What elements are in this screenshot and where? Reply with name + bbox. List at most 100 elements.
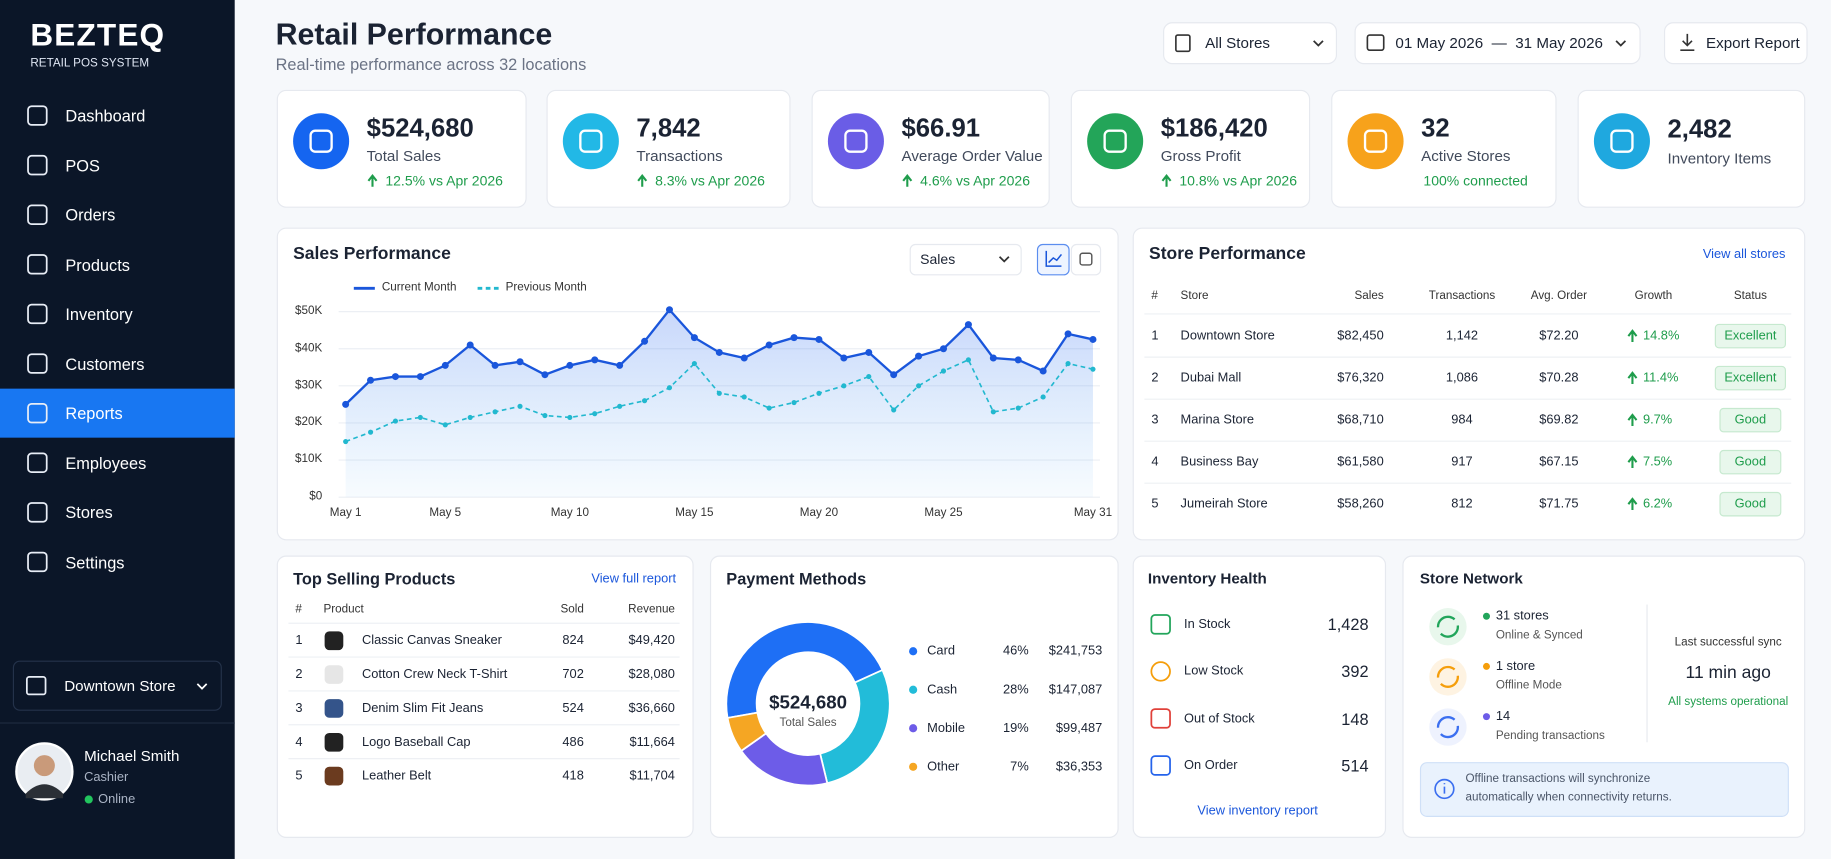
x-tick-label: May 25 [924, 506, 963, 520]
divider [0, 722, 235, 724]
nav-item[interactable]: Products [65, 255, 130, 274]
cell: 2 [295, 667, 303, 682]
kpi-value: 7,842 [636, 113, 701, 143]
cell: $68,710 [1337, 413, 1384, 428]
cell: 2 [1151, 371, 1159, 386]
inventory-value: 148 [1341, 709, 1369, 728]
nav-item[interactable]: Inventory [65, 304, 133, 324]
cell: $76,320 [1337, 371, 1384, 386]
y-tick-label: $30K [295, 378, 323, 392]
product-name: Denim Slim Fit Jeans [361, 701, 484, 716]
percent: 46% [1003, 644, 1029, 659]
nav-item[interactable]: Reports [65, 403, 123, 423]
x-tick-label: May 31 [1073, 506, 1113, 520]
panel-title: Top Selling Products [293, 569, 456, 589]
inventory-value: 392 [1341, 662, 1369, 681]
cell: $11,664 [629, 735, 675, 750]
column-header: Avg. Order [1530, 289, 1588, 303]
network-count: 14 [1495, 709, 1511, 724]
network-detail: Offline Mode [1495, 679, 1562, 693]
cell: 524 [562, 701, 584, 716]
kpi-note: 100% connected [1423, 172, 1528, 190]
panel-title: Sales Performance [293, 243, 451, 264]
user-status: Online [98, 792, 136, 807]
legend-label: Cash [927, 682, 958, 697]
y-tick-label: $10K [295, 453, 323, 466]
kpi-value: $524,680 [366, 113, 474, 143]
user-role: Cashier [84, 770, 129, 785]
cell: 917 [1451, 455, 1473, 470]
column-header: Transactions [1428, 289, 1496, 303]
nav-item[interactable]: Customers [65, 354, 145, 373]
kpi-label: Transactions [636, 147, 723, 165]
legend-label: Previous Month [505, 281, 587, 295]
store-filter[interactable] [1163, 22, 1338, 65]
store-filter: All Stores [1205, 33, 1271, 52]
network-detail: Pending transactions [1495, 729, 1605, 743]
amount: $241,753 [1048, 644, 1103, 659]
metric-select[interactable] [909, 243, 1022, 276]
products-panel [276, 555, 694, 838]
percent: 28% [1003, 682, 1029, 697]
kpi-label: Inventory Items [1667, 149, 1772, 167]
amount: $36,353 [1055, 759, 1103, 774]
panel-title: Inventory Health [1147, 569, 1267, 588]
kpi-change: 12.5% vs Apr 2026 [385, 172, 503, 190]
column-header: Product [323, 603, 364, 617]
y-tick-label: $40K [295, 341, 323, 355]
date-picker[interactable] [1354, 22, 1641, 65]
cell: 486 [562, 735, 584, 750]
store-selector[interactable] [12, 660, 222, 711]
amount: $147,087 [1048, 682, 1103, 697]
table-view-button[interactable] [1070, 243, 1102, 276]
x-tick-label: May 5 [429, 506, 462, 520]
nav-item[interactable]: Settings [65, 552, 125, 572]
nav-item[interactable]: Employees [65, 453, 147, 473]
nav-item[interactable]: Dashboard [65, 106, 146, 125]
product-name: Logo Baseball Cap [361, 735, 471, 750]
column-header: Store [1180, 289, 1209, 303]
cell: 1,142 [1445, 329, 1479, 344]
cell: $49,420 [628, 633, 675, 648]
growth: 6.2% [1642, 497, 1673, 512]
kpi-change: 4.6% vs Apr 2026 [920, 172, 1030, 190]
kpi-label: Average Order Value [901, 147, 1043, 165]
product-name: Leather Belt [361, 769, 432, 784]
cell: 984 [1451, 413, 1473, 428]
store-panel [1132, 227, 1806, 541]
cell: Dubai Mall [1180, 371, 1242, 386]
column-header: Sales [1354, 289, 1384, 303]
link[interactable]: View inventory report [1197, 804, 1318, 819]
status: Excellent [1724, 329, 1777, 344]
nav-item[interactable]: POS [65, 155, 100, 175]
inventory-label: In Stock [1184, 617, 1231, 632]
nav-item[interactable]: Orders [65, 205, 116, 225]
cell: $11,704 [629, 769, 675, 784]
sync-status: All systems operational [1668, 695, 1789, 709]
percent: 19% [1003, 721, 1029, 736]
inventory-value: 514 [1341, 756, 1369, 775]
status: Good [1734, 455, 1767, 470]
link[interactable]: View all stores [1702, 247, 1786, 262]
store-name: Downtown Store [64, 676, 176, 695]
kpi-label: Gross Profit [1160, 147, 1241, 165]
growth: 14.8% [1642, 329, 1680, 344]
cell: $61,580 [1337, 455, 1384, 470]
line-view-button[interactable] [1036, 243, 1070, 276]
cell: $72.20 [1539, 329, 1579, 344]
panel-title: Store Network [1419, 569, 1523, 588]
cell: 3 [295, 701, 303, 716]
legend-label: Current Month [381, 281, 457, 295]
kpi-change: 10.8% vs Apr 2026 [1179, 172, 1298, 190]
cell: $36,660 [628, 701, 675, 716]
panel-title: Payment Methods [726, 569, 867, 589]
kpi-label: Active Stores [1421, 147, 1511, 165]
link[interactable]: View full report [591, 571, 677, 586]
cell: $67.15 [1539, 455, 1579, 470]
nav-item[interactable]: Stores [65, 503, 113, 522]
export-label: Export Report [1706, 33, 1800, 52]
cell: 702 [562, 667, 584, 682]
legend-label: Mobile [927, 721, 965, 736]
